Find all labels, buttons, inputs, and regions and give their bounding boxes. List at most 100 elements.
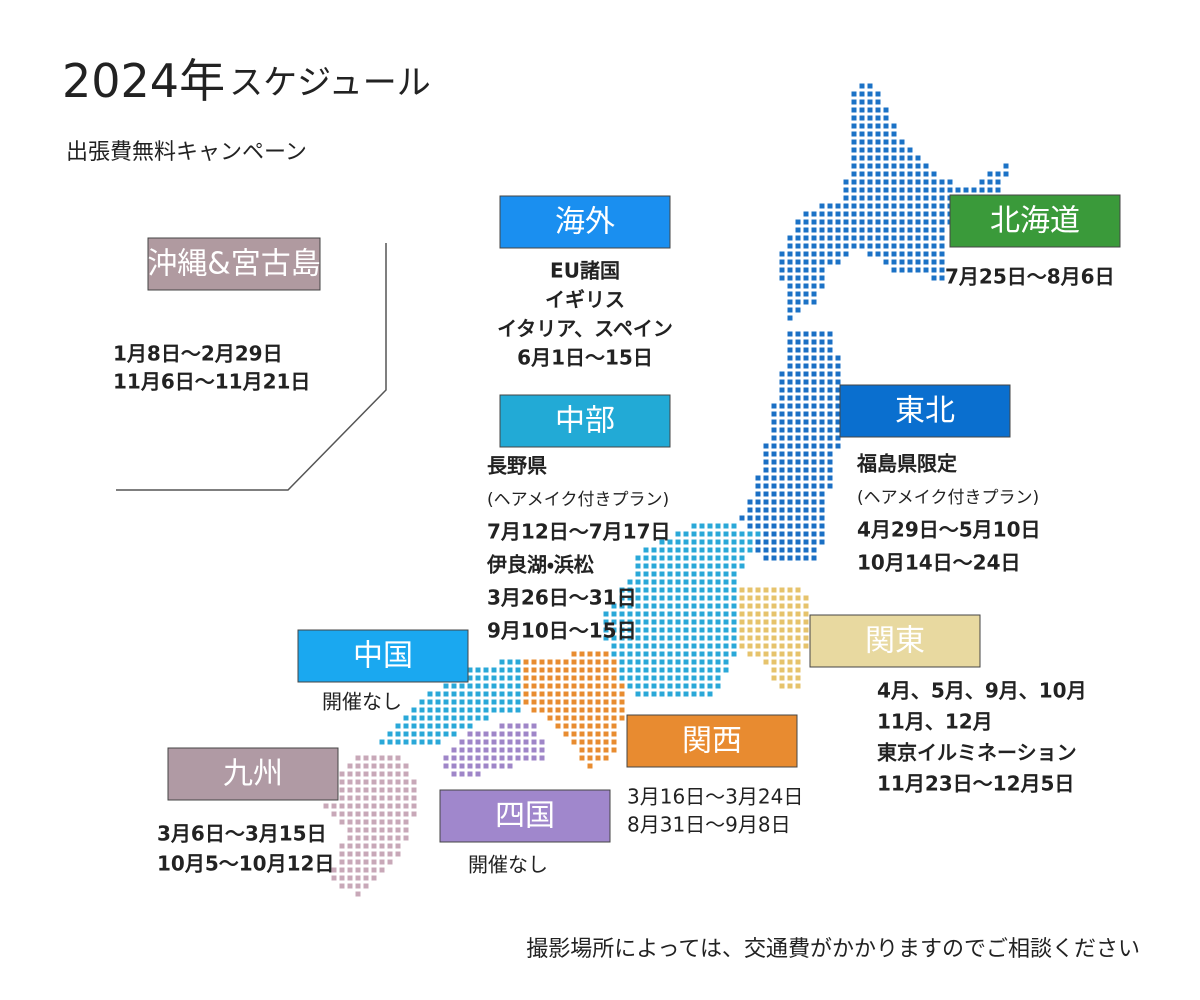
- map-dot: [699, 587, 705, 593]
- map-dot: [435, 739, 441, 745]
- map-dot: [987, 171, 993, 177]
- map-dot: [883, 163, 889, 169]
- map-dot: [539, 747, 545, 753]
- map-dot: [395, 843, 401, 849]
- map-dot: [803, 475, 809, 481]
- map-dot: [939, 243, 945, 249]
- map-dot: [891, 259, 897, 265]
- map-dot: [763, 619, 769, 625]
- map-dot: [603, 635, 609, 641]
- map-dot: [755, 651, 761, 657]
- map-dot: [899, 211, 905, 217]
- map-dot: [771, 619, 777, 625]
- map-dot: [355, 859, 361, 865]
- map-dot: [891, 251, 897, 257]
- map-dot: [691, 603, 697, 609]
- map-dot: [507, 659, 513, 665]
- map-dot: [803, 267, 809, 273]
- map-dot: [779, 547, 785, 553]
- map-dot: [651, 587, 657, 593]
- map-dot: [787, 363, 793, 369]
- map-dot: [795, 291, 801, 297]
- map-dot: [867, 107, 873, 113]
- map-dot: [691, 611, 697, 617]
- map-dot: [499, 667, 505, 673]
- map-dot: [787, 539, 793, 545]
- map-dot: [819, 443, 825, 449]
- map-dot: [539, 675, 545, 681]
- map-dot: [651, 691, 657, 697]
- map-dot: [587, 651, 593, 657]
- map-dot: [659, 651, 665, 657]
- map-dot: [643, 635, 649, 641]
- map-dot: [779, 435, 785, 441]
- map-dot: [763, 595, 769, 601]
- map-dot: [611, 699, 617, 705]
- map-dot: [843, 227, 849, 233]
- map-dot: [435, 715, 441, 721]
- map-dot: [515, 667, 521, 673]
- map-dot: [771, 515, 777, 521]
- map-dot: [715, 675, 721, 681]
- map-dot: [827, 459, 833, 465]
- map-dot: [771, 451, 777, 457]
- map-dot: [443, 715, 449, 721]
- map-dot: [891, 227, 897, 233]
- map-dot: [603, 627, 609, 633]
- map-dot: [915, 171, 921, 177]
- map-dot: [659, 683, 665, 689]
- map-dot: [667, 547, 673, 553]
- map-dot: [627, 635, 633, 641]
- map-dot: [531, 707, 537, 713]
- map-dot: [731, 547, 737, 553]
- map-dot: [859, 235, 865, 241]
- map-dot: [707, 539, 713, 545]
- schedule-line: 3月6日〜3月15日: [157, 822, 327, 846]
- map-dot: [595, 715, 601, 721]
- map-dot: [819, 411, 825, 417]
- map-dot: [915, 179, 921, 185]
- map-dot: [611, 659, 617, 665]
- map-dot: [827, 451, 833, 457]
- map-dot: [803, 451, 809, 457]
- map-dot: [811, 547, 817, 553]
- map-dot: [411, 811, 417, 817]
- map-dot: [595, 723, 601, 729]
- map-dot: [451, 707, 457, 713]
- map-dot: [883, 171, 889, 177]
- map-dot: [763, 515, 769, 521]
- map-dot: [339, 843, 345, 849]
- map-dot: [819, 235, 825, 241]
- map-dot: [979, 179, 985, 185]
- map-dot: [747, 627, 753, 633]
- map-dot: [827, 219, 833, 225]
- map-dot: [403, 811, 409, 817]
- map-dot: [515, 699, 521, 705]
- map-dot: [571, 731, 577, 737]
- map-dot: [907, 171, 913, 177]
- map-dot: [787, 379, 793, 385]
- map-dot: [507, 763, 513, 769]
- map-dot: [915, 235, 921, 241]
- map-dot: [699, 547, 705, 553]
- map-dot: [939, 259, 945, 265]
- map-dot: [875, 147, 881, 153]
- map-dot: [427, 715, 433, 721]
- map-dot: [723, 555, 729, 561]
- map-dot: [779, 659, 785, 665]
- map-dot: [707, 555, 713, 561]
- map-dot: [371, 827, 377, 833]
- map-dot: [507, 699, 513, 705]
- map-dot: [691, 571, 697, 577]
- map-dot: [579, 699, 585, 705]
- map-dot: [675, 683, 681, 689]
- map-dot: [651, 635, 657, 641]
- map-dot: [803, 547, 809, 553]
- map-dot: [467, 739, 473, 745]
- map-dot: [619, 699, 625, 705]
- map-dot: [811, 507, 817, 513]
- map-dot: [939, 219, 945, 225]
- map-dot: [363, 787, 369, 793]
- map-dot: [603, 731, 609, 737]
